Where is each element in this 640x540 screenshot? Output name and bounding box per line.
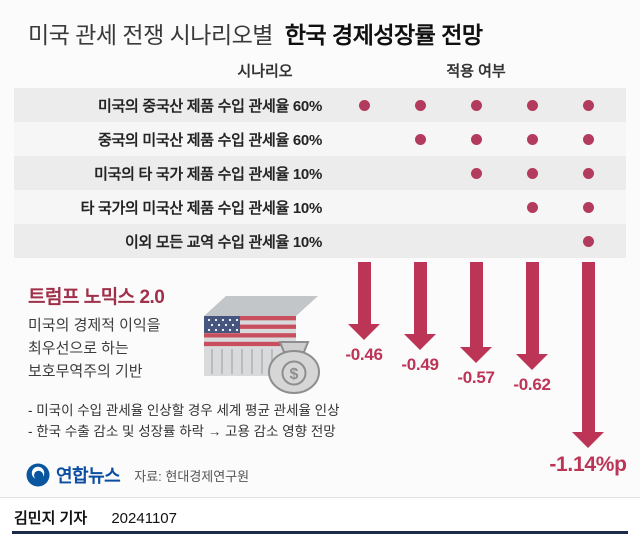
- impact-arrow: -0.46: [324, 262, 404, 365]
- applied-cell: [504, 167, 560, 179]
- table-row: 이외 모든 교역 수입 관세율 10%: [14, 224, 626, 258]
- applied-dot-icon: [582, 133, 594, 145]
- table-row: 미국의 타 국가 제품 수입 관세율 10%: [14, 156, 626, 190]
- applied-dot-icon: [358, 99, 370, 111]
- arrow-shaft: [469, 262, 483, 347]
- applied-dot-icon: [526, 99, 538, 111]
- applied-cell: [448, 167, 504, 179]
- applied-cell: [336, 99, 392, 111]
- applied-dot-icon: [414, 133, 426, 145]
- impact-arrow: -1.14%p: [548, 262, 628, 477]
- scenario-label: 이외 모든 교역 수입 관세율 10%: [125, 233, 322, 251]
- arrow-head-icon: [460, 347, 492, 363]
- applied-dot-icon: [526, 133, 538, 145]
- brand-row: 연합뉴스 자료: 현대경제연구원: [26, 462, 249, 488]
- scenario-label: 미국의 중국산 제품 수입 관세율 60%: [98, 97, 322, 115]
- source-credit: 자료: 현대경제연구원: [134, 468, 250, 484]
- arrow-head-icon: [348, 324, 380, 340]
- arrow-shaft: [357, 262, 371, 324]
- applied-cell: [560, 133, 616, 145]
- applied-cell: [560, 167, 616, 179]
- impact-value: -0.62: [513, 375, 551, 394]
- applied-dot-icon: [414, 99, 426, 111]
- yonhap-logo-icon: [26, 463, 50, 487]
- applied-cell: [504, 133, 560, 145]
- impact-arrow: -0.57: [436, 262, 516, 388]
- column-header-scenario: 시나리오: [237, 63, 293, 80]
- applied-dot-icon: [582, 235, 594, 247]
- scenario-label: 중국의 미국산 제품 수입 관세율 60%: [98, 131, 322, 149]
- title-bold: 한국 경제성장률 전망: [284, 22, 483, 48]
- applied-dot-icon: [582, 201, 594, 213]
- applied-dot-icon: [470, 99, 482, 111]
- trumponomics-description: 미국의 경제적 이익을 최우선으로 하는 보호무역주의 기반: [28, 314, 161, 383]
- column-header-applied: 적용 여부: [446, 63, 506, 80]
- bottom-rule: [12, 531, 628, 534]
- trump-desc-line: 보호무역주의 기반: [28, 363, 143, 380]
- applied-cell: [560, 99, 616, 111]
- applied-cell: [392, 99, 448, 111]
- applied-dot-icon: [526, 167, 538, 179]
- arrow-head-icon: [516, 354, 548, 370]
- arrow-head-icon: [404, 334, 436, 350]
- applied-cell: [448, 99, 504, 111]
- impact-arrow: -0.49: [380, 262, 460, 375]
- trump-desc-line: 최우선으로 하는: [28, 340, 129, 357]
- applied-dot-icon: [582, 167, 594, 179]
- reporter-name: 김민지 기자: [14, 510, 88, 527]
- applied-cell: [392, 133, 448, 145]
- scenario-table: 미국의 중국산 제품 수입 관세율 60% 중국의 미국산 제품 수입 관세율 6…: [14, 88, 626, 258]
- impact-value: -0.49: [401, 355, 439, 374]
- byline-strip: 김민지 기자 20241107: [0, 497, 640, 540]
- arrow-shaft: [413, 262, 427, 334]
- page-title: 미국 관세 전쟁 시나리오별 한국 경제성장률 전망: [28, 16, 483, 50]
- arrow-head-icon: [572, 432, 604, 448]
- table-row: 타 국가의 미국산 제품 수입 관세율 10%: [14, 190, 626, 224]
- applied-cell: [560, 235, 616, 247]
- impact-value: -0.57: [457, 368, 495, 387]
- applied-dot-icon: [526, 201, 538, 213]
- title-light: 미국 관세 전쟁 시나리오별: [28, 22, 273, 48]
- table-row: 중국의 미국산 제품 수입 관세율 60%: [14, 122, 626, 156]
- applied-cell: [504, 99, 560, 111]
- svg-text:$: $: [290, 366, 299, 383]
- scenario-label: 타 국가의 미국산 제품 수입 관세율 10%: [80, 199, 323, 217]
- money-bag-icon: $: [268, 341, 320, 394]
- arrow-shaft: [525, 262, 539, 354]
- impact-value: -1.14%p: [549, 453, 627, 476]
- impact-arrows: -0.46 -0.49 -0.57 -0.62 -1.14%p: [0, 262, 640, 497]
- trump-desc-line: 미국의 경제적 이익을: [28, 317, 161, 334]
- footnotes: - 미국이 수입 관세율 인상할 경우 세계 평균 관세율 인상 - 한국 수출…: [28, 400, 340, 442]
- report-date: 20241107: [111, 510, 177, 527]
- byline: 김민지 기자 20241107: [14, 507, 177, 528]
- arrow-shaft: [581, 262, 595, 432]
- applied-dot-icon: [582, 99, 594, 111]
- applied-cell: [560, 201, 616, 213]
- impact-value: -0.46: [345, 345, 383, 364]
- trumponomics-title: 트럼프 노믹스 2.0: [28, 287, 165, 308]
- applied-cell: [504, 201, 560, 213]
- impact-arrow: -0.62: [492, 262, 572, 395]
- footnote: - 한국 수출 감소 및 성장률 하락 → 고용 감소 영향 전망: [28, 424, 336, 439]
- shipping-container-illustration: $: [204, 296, 320, 394]
- table-row: 미국의 중국산 제품 수입 관세율 60%: [14, 88, 626, 122]
- applied-cell: [448, 133, 504, 145]
- applied-dot-icon: [470, 167, 482, 179]
- footnote: - 미국이 수입 관세율 인상할 경우 세계 평균 관세율 인상: [28, 403, 340, 418]
- applied-dot-icon: [470, 133, 482, 145]
- yonhap-logo-text: 연합뉴스: [56, 466, 121, 486]
- scenario-label: 미국의 타 국가 제품 수입 관세율 10%: [94, 165, 322, 183]
